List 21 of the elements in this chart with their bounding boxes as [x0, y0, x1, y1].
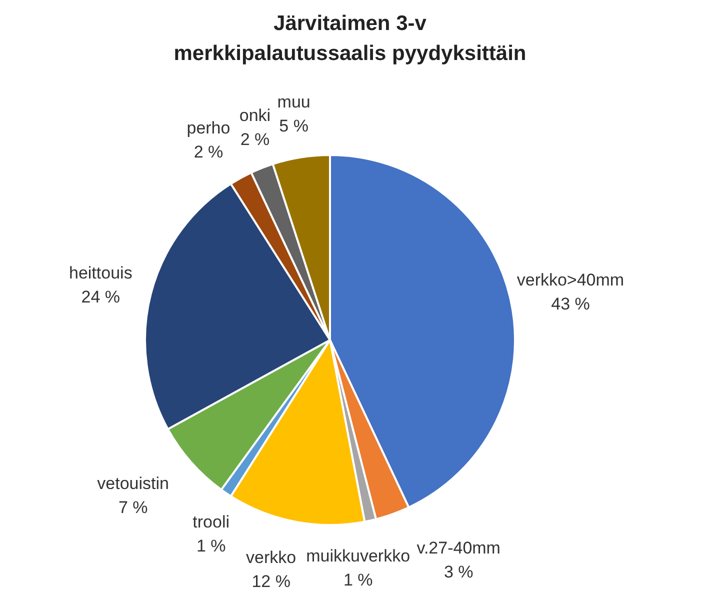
data-label: 2 %: [240, 130, 270, 149]
slice-label: muu: [277, 92, 310, 112]
slice-label: vetouistin: [97, 474, 170, 493]
slice-label: verkko>40mm: [516, 270, 624, 290]
slice-label: muikkuverkko: [306, 546, 410, 566]
data-label: 2 %: [194, 142, 224, 162]
data-label: 43 %: [551, 294, 590, 314]
slice-label: verkko: [246, 548, 296, 568]
data-label: 12 %: [252, 572, 290, 592]
slice-label: onki: [239, 106, 271, 125]
slice-label: v.27-40mm: [416, 538, 500, 558]
slice-label: trooli: [192, 512, 230, 532]
data-label: 7 %: [118, 498, 148, 517]
data-label: 1 %: [343, 570, 373, 590]
data-label: 3 %: [444, 562, 474, 582]
data-label: 24 %: [81, 287, 120, 306]
data-label: 5 %: [279, 116, 308, 136]
data-label: 1 %: [196, 536, 226, 556]
chart-title: Järvitaimen 3-v merkkipalautussaalis pyydyksittäin: [174, 12, 526, 65]
slice-label: perho: [186, 118, 230, 138]
slice-label: heittouis: [69, 263, 132, 282]
